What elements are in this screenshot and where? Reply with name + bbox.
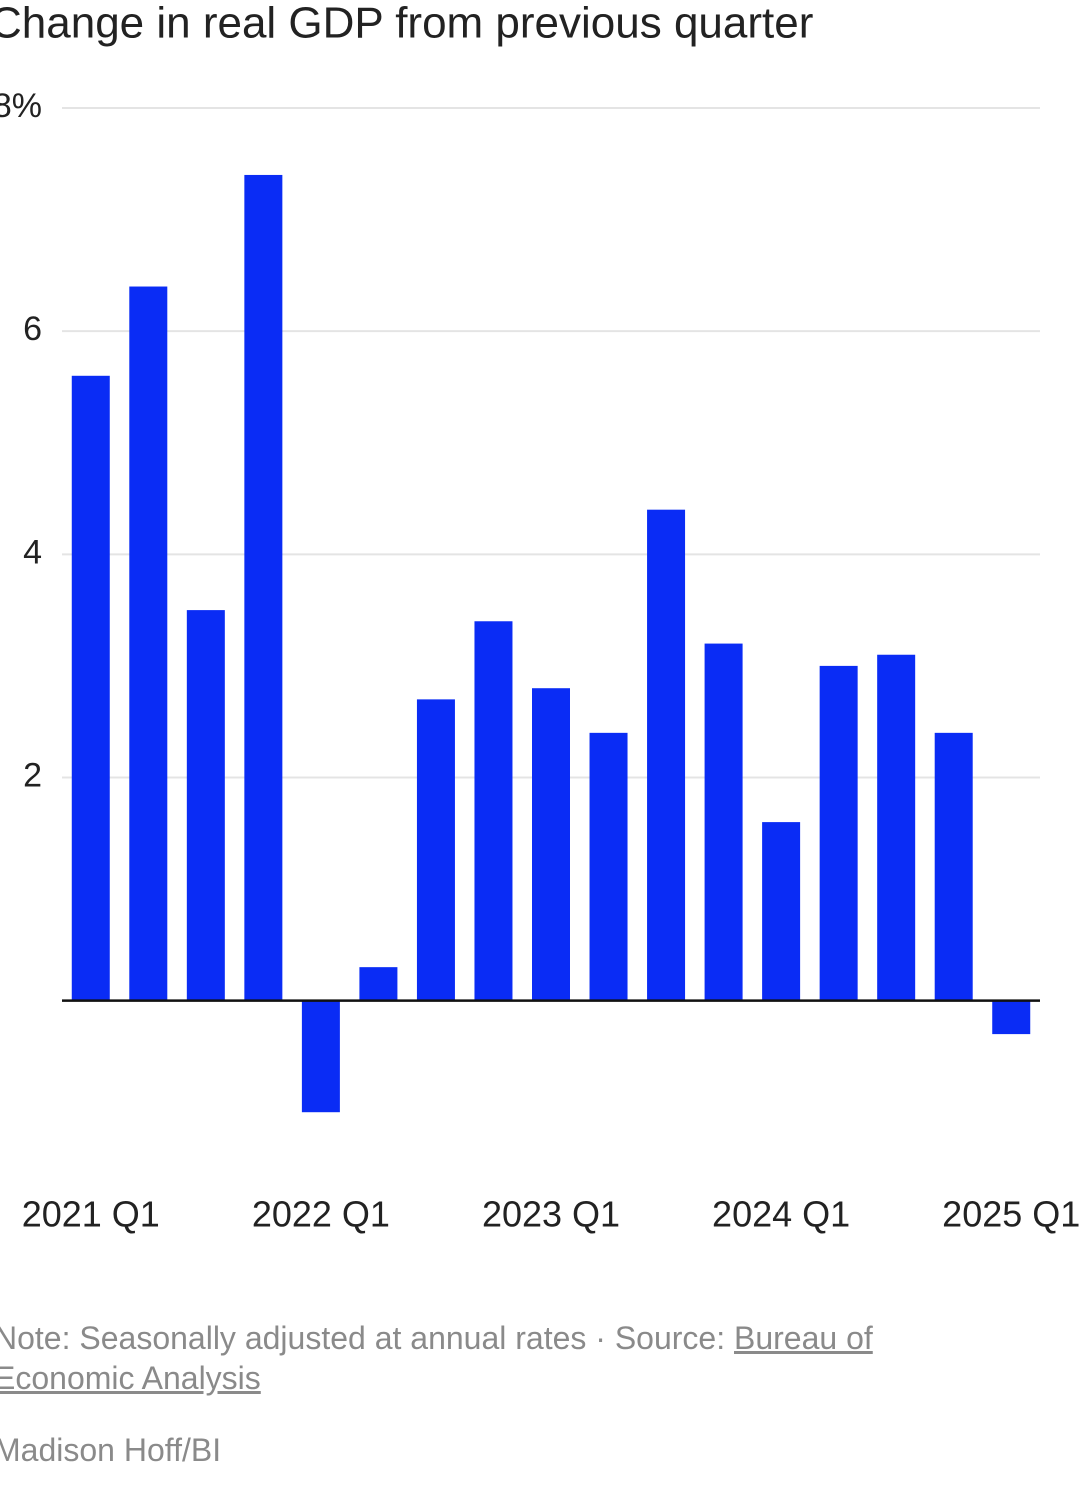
bar [589, 732, 628, 1001]
x-tick-label: 2023 Q1 [482, 1194, 620, 1235]
y-tick-label: 6 [23, 310, 42, 348]
footnote: Note: Seasonally adjusted at annual rate… [0, 1318, 1014, 1398]
y-tick-label: 2 [23, 756, 42, 794]
bar [647, 509, 686, 1001]
separator: · [595, 1320, 606, 1356]
bar [71, 375, 110, 1001]
bar [992, 1000, 1031, 1035]
bar [359, 967, 398, 1001]
x-tick-label: 2025 Q1 [942, 1194, 1080, 1235]
source-label: Source: [614, 1320, 726, 1356]
bar [762, 822, 801, 1001]
bar [186, 610, 225, 1001]
bar [532, 688, 570, 1001]
bar [819, 665, 858, 1001]
note: Note: Seasonally adjusted at annual rate… [0, 1320, 587, 1356]
bar [474, 621, 513, 1001]
bar [416, 699, 455, 1001]
bar [704, 643, 743, 1001]
bar [877, 654, 916, 1001]
y-tick-label: 8% [0, 87, 42, 125]
x-tick-label: 2021 Q1 [22, 1194, 160, 1235]
bar [244, 174, 283, 1001]
chart: Change in real GDP from previous quarter… [0, 0, 1080, 1235]
source-link[interactable]: Bureau of Economic Analysis [0, 1320, 873, 1396]
bar [301, 1000, 340, 1113]
credit: Madison Hoff/BI [0, 1432, 222, 1468]
x-tick-label: 2024 Q1 [712, 1194, 850, 1235]
chart-title: Change in real GDP from previous quarter [0, 0, 813, 48]
y-tick-label: 4 [23, 533, 42, 571]
bar [129, 286, 168, 1001]
bar [934, 732, 973, 1001]
x-tick-label: 2022 Q1 [252, 1194, 390, 1235]
